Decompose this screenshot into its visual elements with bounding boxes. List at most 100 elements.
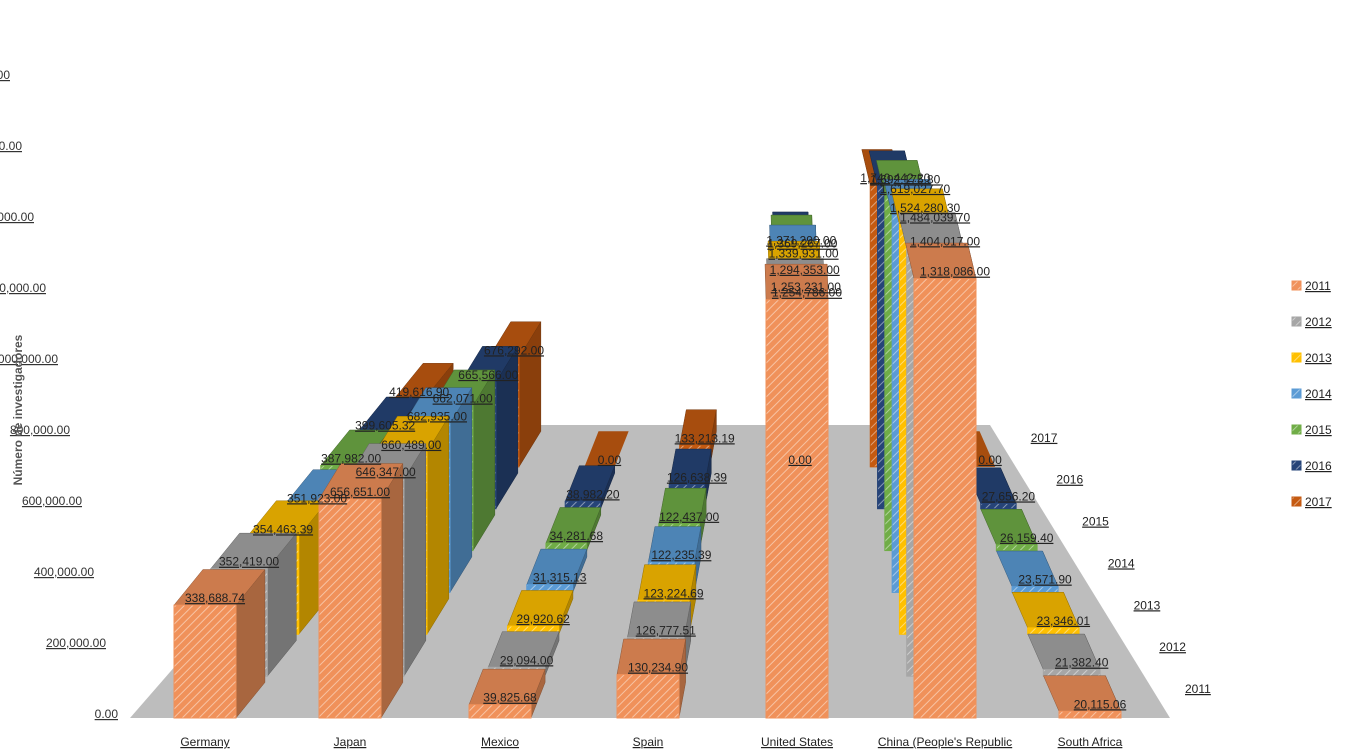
- data-label: 1,404,017.00: [910, 234, 980, 248]
- y-tick-label: 1,200,000.00: [0, 281, 46, 295]
- bar-2015-6: [980, 509, 1038, 552]
- data-label: 23,571.90: [1018, 573, 1072, 587]
- data-label: 31,315.13: [533, 571, 587, 585]
- y-tick-label: 1,000,000.00: [0, 352, 58, 366]
- data-label: 39,825.68: [483, 691, 537, 705]
- y-tick-label: 200,000.00: [46, 636, 106, 650]
- bar-2016-6: [964, 467, 1017, 510]
- data-label: 122,235.39: [651, 548, 711, 562]
- legend-item-2014: 2014: [1291, 387, 1332, 401]
- legend-item-2016: 2016: [1291, 459, 1332, 473]
- data-label: 351,923.00: [287, 491, 347, 505]
- data-label: 656,651.00: [330, 485, 390, 499]
- data-label: 1,369,267.00: [767, 237, 837, 251]
- bar-2011-3: [616, 638, 686, 719]
- bar-2016-2: [564, 465, 616, 510]
- data-label: 1,339,931.00: [769, 247, 839, 261]
- data-label: 133,213.19: [675, 431, 735, 445]
- bar-2013-2: [506, 590, 574, 635]
- data-label: 34,281.68: [550, 529, 604, 543]
- bar-2011-1: [318, 462, 404, 719]
- y-tick-label: 1,600,000.00: [0, 139, 22, 153]
- data-label: 660,489.00: [381, 438, 441, 452]
- data-label: 387,982.00: [321, 452, 381, 466]
- depth-axis-label: 2013: [1134, 598, 1161, 612]
- bar-2011-2: [468, 668, 546, 719]
- data-label: 0.00: [598, 453, 622, 467]
- category-label: China (People's Republic: [878, 735, 1012, 749]
- data-label: 20,115.06: [1074, 697, 1127, 711]
- depth-axis-label: 2015: [1082, 515, 1109, 529]
- y-axis-title: Número de investigadores: [11, 334, 25, 485]
- category-label: Germany: [180, 735, 229, 749]
- data-label: 676,292.00: [484, 343, 544, 357]
- data-label: 122,437.00: [659, 510, 719, 524]
- legend-label: 2013: [1305, 351, 1332, 365]
- bar-2017-2: [584, 431, 629, 467]
- data-label: 1,254,786.00: [772, 286, 842, 300]
- data-label: 1,371,290.00: [766, 234, 836, 248]
- category-label: United States: [761, 735, 833, 749]
- bar-2011-6: [1043, 675, 1122, 719]
- data-label: 1,740,442.20: [860, 171, 930, 185]
- data-label: 338,688.74: [185, 591, 245, 605]
- y-tick-label: 600,000.00: [22, 494, 82, 508]
- data-label: 26,159.40: [1000, 531, 1054, 545]
- data-label: 29,920.62: [516, 612, 570, 626]
- legend-item-2011: 2011: [1291, 279, 1331, 293]
- data-label: 38,982.20: [566, 487, 620, 501]
- legend-label: 2012: [1305, 315, 1332, 329]
- data-label: 662,071.00: [433, 392, 493, 406]
- category-label: South Africa: [1058, 735, 1123, 749]
- data-label: 1,253,231.00: [771, 280, 841, 294]
- depth-axis-label: 2017: [1031, 431, 1058, 445]
- legend-label: 2016: [1305, 459, 1332, 473]
- data-label: 399,605.32: [355, 419, 415, 433]
- data-label: 23,346.01: [1037, 614, 1091, 628]
- category-label: Spain: [633, 735, 664, 749]
- data-label: 27,656.20: [982, 489, 1036, 503]
- data-label: 1,692,175.80: [870, 172, 940, 186]
- data-label: 1,484,039.70: [900, 210, 970, 224]
- depth-axis-label: 2016: [1056, 473, 1083, 487]
- legend-label: 2011: [1305, 279, 1331, 293]
- category-label: Mexico: [481, 735, 519, 749]
- bar-2011-0: [173, 568, 266, 719]
- data-label: 21,382.40: [1055, 656, 1109, 670]
- bar-2014-2: [526, 548, 588, 593]
- data-label: 352,419.00: [219, 555, 279, 569]
- category-label: Japan: [334, 735, 367, 749]
- bar-2013-6: [1011, 592, 1080, 635]
- legend-label: 2017: [1305, 495, 1332, 509]
- bar-2014-6: [996, 550, 1059, 593]
- y-tick-label: 1,800,000.00: [0, 68, 10, 82]
- data-label: 126,638.39: [667, 471, 727, 485]
- data-label: 29,094.00: [500, 653, 554, 667]
- data-label: 0.00: [788, 453, 812, 467]
- bar-2015-2: [545, 507, 602, 552]
- y-tick-label: 800,000.00: [10, 423, 70, 437]
- legend-item-2012: 2012: [1291, 315, 1332, 329]
- legend-item-2015: 2015: [1291, 423, 1332, 437]
- data-label: 130,234.90: [628, 661, 688, 675]
- bar-2012-6: [1027, 633, 1101, 677]
- data-label: 1,524,280.30: [890, 201, 960, 215]
- legend-item-2017: 2017: [1291, 495, 1332, 509]
- data-label: 682,935.00: [407, 409, 467, 423]
- depth-axis-label: 2012: [1159, 640, 1186, 654]
- depth-axis-label: 2014: [1108, 556, 1135, 570]
- data-label: 646,347.00: [356, 465, 416, 479]
- data-label: 126,777.51: [636, 624, 696, 638]
- data-label: 419,616.90: [389, 385, 449, 399]
- data-label: 0.00: [978, 453, 1002, 467]
- y-tick-label: 1,400,000.00: [0, 210, 34, 224]
- bar-2011-4: [764, 263, 829, 719]
- depth-axis-label: 2011: [1185, 682, 1211, 696]
- bar-2011-5: [905, 242, 977, 719]
- data-label: 1,619,027.70: [880, 182, 950, 196]
- data-label: 1,318,086.00: [920, 265, 990, 279]
- data-label: 354,463.39: [253, 522, 313, 536]
- data-label: 1,294,353.00: [770, 263, 840, 277]
- legend-label: 2015: [1305, 423, 1332, 437]
